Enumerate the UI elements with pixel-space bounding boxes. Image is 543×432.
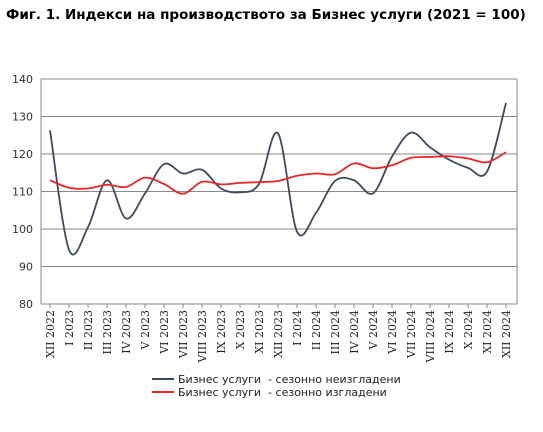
data-point (277, 180, 279, 182)
x-tick-label: V 2024 (367, 310, 380, 350)
x-tick-label: XII 2024 (500, 310, 513, 358)
data-point (505, 151, 507, 153)
x-tick-label: VIII 2023 (196, 310, 209, 363)
data-point (448, 155, 450, 157)
y-tick-label: 110 (12, 186, 33, 199)
legend-label: Бизнес услуги - сезонно изгладени (178, 386, 387, 399)
data-point (353, 179, 355, 181)
data-point (429, 156, 431, 158)
x-tick-label: VIII 2024 (424, 310, 437, 363)
grid-layer (40, 78, 518, 305)
data-point (163, 183, 165, 185)
data-point (391, 164, 393, 166)
x-tick-label: IX 2024 (443, 310, 456, 354)
data-point (334, 173, 336, 175)
data-point (429, 146, 431, 148)
y-tick-label: 100 (12, 223, 33, 236)
y-tick-label: 90 (19, 261, 33, 274)
data-point (391, 156, 393, 158)
data-point (68, 249, 70, 251)
x-tick-label: III 2023 (101, 310, 114, 355)
data-point (68, 187, 70, 189)
data-point (201, 169, 203, 171)
y-tick-label: 80 (19, 298, 33, 311)
data-point (467, 158, 469, 160)
data-point (239, 191, 241, 193)
x-tick-label: II 2024 (310, 310, 323, 350)
data-point (49, 179, 51, 181)
x-axis-ticks: XII 2022 I 2023 II 2023 III 2023 IV 2023 V 20… (44, 304, 513, 363)
x-tick-label: I 2023 (63, 310, 76, 346)
data-point (106, 179, 108, 181)
data-point (410, 132, 412, 134)
legend-label: Бизнес услуги - сезонно неизгладени (178, 373, 401, 386)
data-point (315, 212, 317, 214)
data-point (353, 163, 355, 165)
y-tick-label: 130 (12, 111, 33, 124)
data-point (372, 167, 374, 169)
data-point (125, 218, 127, 220)
data-point (315, 173, 317, 175)
x-tick-label: X 2023 (234, 310, 247, 349)
x-tick-label: III 2024 (329, 310, 342, 355)
data-point (106, 184, 108, 186)
data-point (163, 163, 165, 165)
y-tick-label: 140 (12, 73, 33, 86)
data-point (448, 159, 450, 161)
x-tick-label: VI 2023 (158, 310, 171, 355)
data-point (486, 171, 488, 173)
data-point (258, 183, 260, 185)
y-axis-ticks: 80 90 100 110 120 130 140 (12, 73, 33, 311)
data-point (505, 102, 507, 104)
x-tick-label: VII 2023 (177, 310, 190, 359)
data-point (239, 182, 241, 184)
x-tick-label: XII 2022 (44, 310, 57, 358)
x-tick-label: XI 2024 (481, 310, 494, 354)
x-tick-label: II 2023 (82, 310, 95, 350)
x-tick-label: I 2024 (291, 310, 304, 346)
x-tick-label: IV 2023 (120, 310, 133, 354)
x-tick-label: IX 2023 (215, 310, 228, 354)
data-point (410, 157, 412, 159)
data-point (296, 175, 298, 177)
series-line-adjusted (49, 151, 507, 195)
data-point (220, 188, 222, 190)
x-tick-label: V 2023 (139, 310, 152, 350)
x-tick-label: IV 2024 (348, 310, 361, 354)
data-point (372, 193, 374, 195)
data-point (125, 186, 127, 188)
data-point (486, 161, 488, 163)
data-point (49, 130, 51, 132)
data-point (182, 173, 184, 175)
x-tick-label: XII 2023 (272, 310, 285, 358)
x-tick-label: X 2024 (462, 310, 475, 349)
data-point (144, 193, 146, 195)
data-point (277, 133, 279, 135)
chart-title: Фиг. 1. Индекси на производството за Биз… (6, 7, 526, 23)
x-tick-label: VII 2024 (405, 310, 418, 359)
data-point (201, 181, 203, 183)
data-point (182, 193, 184, 195)
data-point (334, 180, 336, 182)
series-layer (49, 102, 507, 256)
data-point (144, 177, 146, 179)
y-tick-label: 120 (12, 148, 33, 161)
data-point (87, 188, 89, 190)
series-line-unadjusted (49, 102, 507, 256)
data-point (87, 226, 89, 228)
data-point (296, 231, 298, 233)
x-tick-label: XI 2023 (253, 310, 266, 354)
x-tick-label: VI 2024 (386, 310, 399, 355)
data-point (258, 181, 260, 183)
legend: Бизнес услуги - сезонно неизгладениБизне… (152, 373, 401, 399)
data-point (220, 184, 222, 186)
data-point (467, 167, 469, 169)
